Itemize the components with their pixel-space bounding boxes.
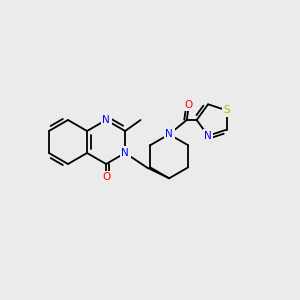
Text: O: O (102, 172, 110, 182)
Text: O: O (185, 100, 193, 110)
Text: N: N (121, 148, 129, 158)
Text: N: N (165, 129, 173, 139)
Text: S: S (223, 105, 230, 115)
Text: N: N (204, 131, 212, 141)
Text: N: N (102, 115, 110, 125)
